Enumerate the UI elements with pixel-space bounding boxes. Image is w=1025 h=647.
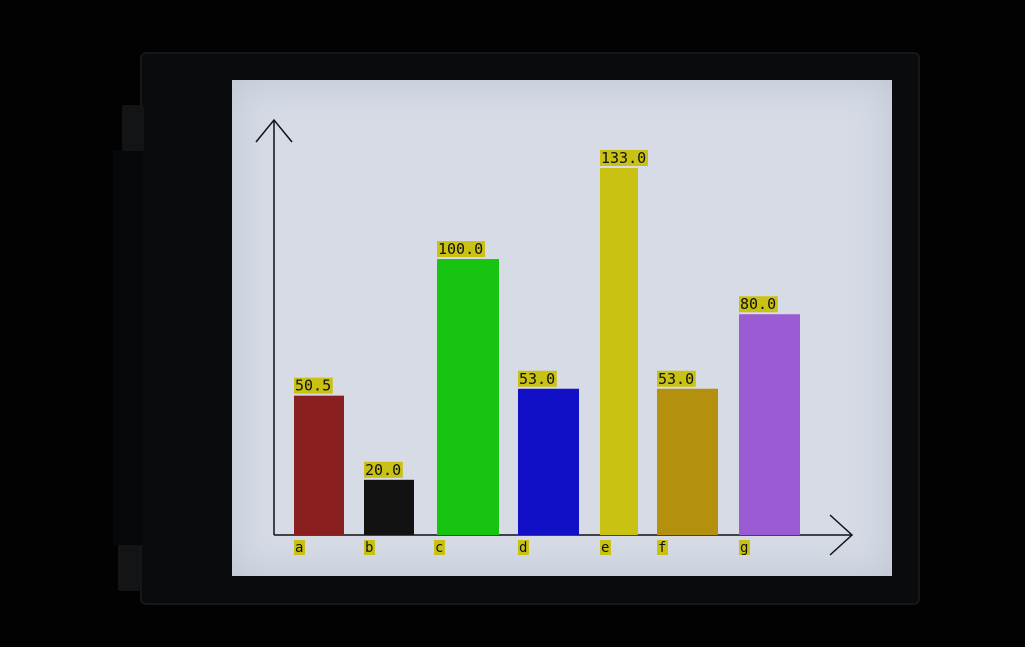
tick-label-a: a — [295, 540, 303, 556]
value-label-b: 20.0 — [365, 461, 401, 479]
tick-label-g: g — [740, 540, 748, 556]
tick-label-bg — [657, 540, 668, 555]
tick-label-bg — [434, 540, 445, 555]
display-side-bezel — [113, 150, 143, 545]
bezel-tab-top — [122, 105, 144, 151]
tick-label-f: f — [658, 540, 666, 556]
tick-label-c: c — [435, 540, 443, 556]
tick-label-bg — [739, 540, 750, 555]
bar-g — [739, 314, 800, 535]
bar-b — [364, 479, 414, 535]
value-label-bg — [437, 241, 485, 258]
value-label-bg — [739, 296, 778, 313]
value-label-d: 53.0 — [519, 370, 555, 388]
value-label-e: 133.0 — [601, 149, 646, 167]
lcd-screen: 50.5 a 20.0 b 100.0 c 53.0 d 133.0 e 53.0 f 80.0 g — [232, 80, 892, 576]
tick-label-bg — [294, 540, 305, 555]
value-label-f: 53.0 — [658, 370, 694, 388]
tick-label-b: b — [365, 540, 373, 556]
bar-chart: 50.5 a 20.0 b 100.0 c 53.0 d 133.0 e 53.0 f 80.0 g — [255, 118, 854, 556]
tick-label-bg — [518, 540, 529, 555]
value-label-g: 80.0 — [740, 295, 776, 313]
tick-label-bg — [600, 540, 611, 555]
bar-d — [518, 388, 579, 535]
value-label-c: 100.0 — [438, 240, 483, 258]
bars-group: 50.5 a 20.0 b 100.0 c 53.0 d 133.0 e 53.0 f 80.0 g — [294, 149, 800, 556]
bezel-tab-bottom — [118, 545, 140, 591]
bar-c — [437, 259, 499, 535]
x-axis-arrow — [829, 514, 854, 556]
y-axis-arrow — [255, 118, 293, 143]
value-label-bg — [600, 150, 648, 166]
bar-f — [657, 388, 718, 535]
tick-label-d: d — [519, 540, 527, 556]
value-label-bg — [657, 370, 696, 387]
value-label-a: 50.5 — [295, 377, 331, 395]
value-label-bg — [294, 377, 333, 394]
tick-label-e: e — [601, 540, 609, 556]
value-label-bg — [518, 370, 557, 387]
tick-label-bg — [364, 540, 375, 555]
bar-e — [600, 168, 638, 535]
bar-a — [294, 395, 344, 535]
value-label-bg — [364, 461, 403, 478]
